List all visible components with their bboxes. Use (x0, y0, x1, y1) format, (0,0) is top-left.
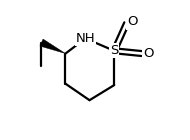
Polygon shape (40, 39, 66, 53)
Text: NH: NH (76, 32, 95, 45)
Text: S: S (110, 44, 118, 57)
Text: O: O (127, 16, 138, 28)
Text: O: O (143, 47, 154, 60)
